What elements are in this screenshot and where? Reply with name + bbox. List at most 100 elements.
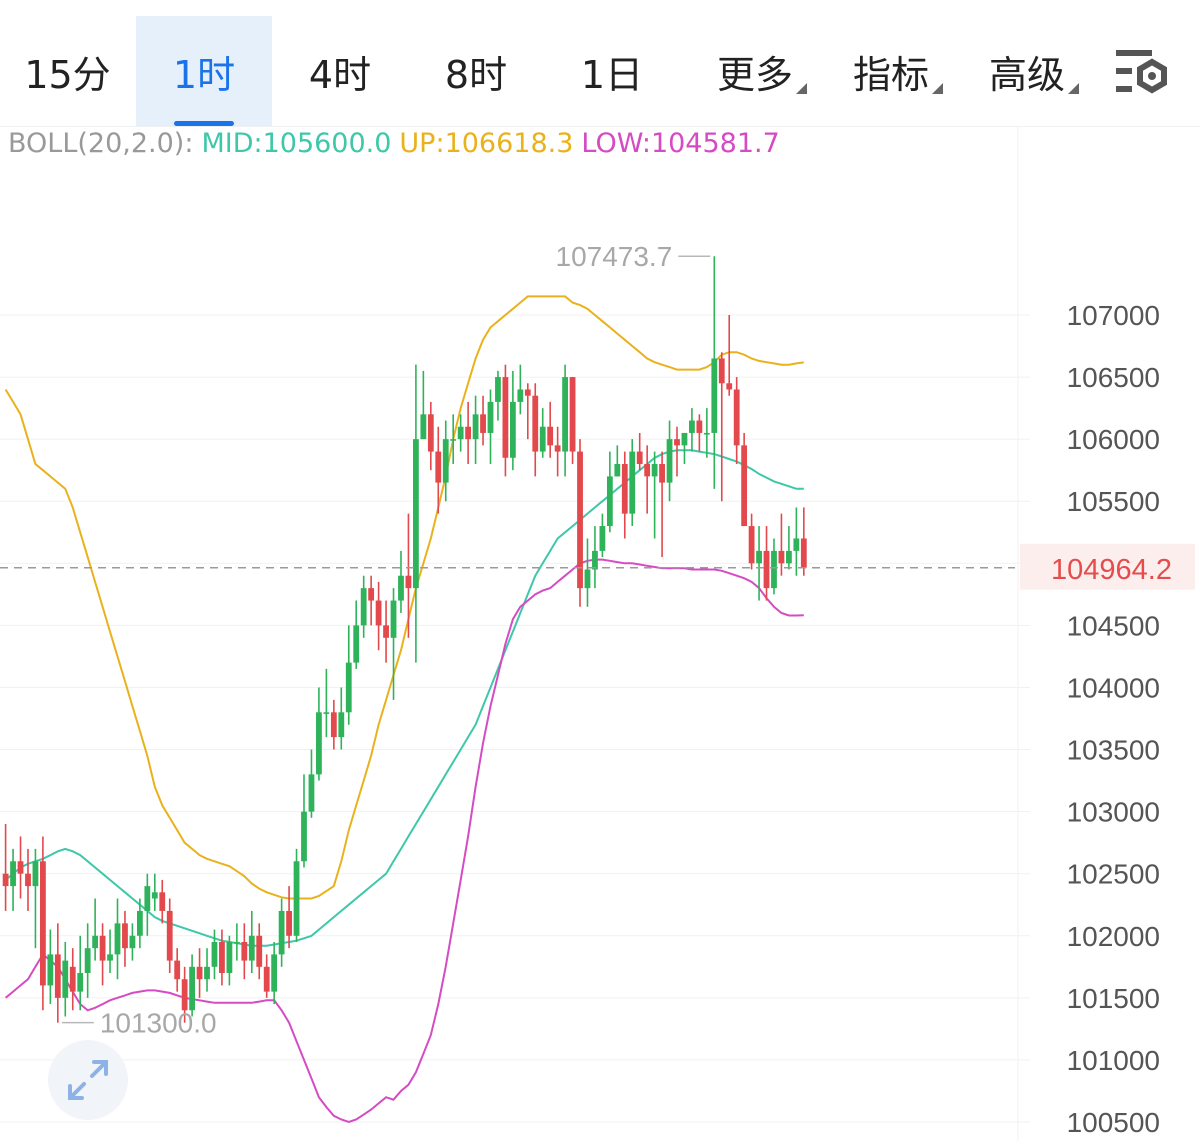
boll-mid-value: MID:105600.0 — [201, 128, 392, 159]
candle-body — [338, 712, 345, 738]
candle-body — [778, 550, 785, 564]
candle-body — [219, 941, 225, 974]
candle-body — [40, 861, 46, 986]
candle-body — [263, 966, 270, 992]
y-tick-label: 104000 — [1067, 672, 1160, 703]
boll-legend: BOLL(20,2.0): MID:105600.0 UP:106618.3 LOW:… — [8, 128, 788, 159]
candle-body — [569, 377, 576, 452]
candle-body — [301, 811, 307, 862]
tab-label: 8时 — [444, 52, 508, 97]
candle-body — [189, 966, 195, 1011]
tab-1day[interactable]: 1日 — [544, 16, 680, 126]
expand-chart-button[interactable] — [48, 1040, 128, 1120]
candle-body — [69, 966, 76, 992]
candle-body — [532, 395, 539, 452]
boll-lower-line — [4, 558, 804, 1124]
candle-body — [17, 861, 24, 874]
tab-label: 4时 — [308, 52, 372, 97]
candle-body — [644, 463, 651, 477]
y-tick-label: 102500 — [1067, 859, 1160, 890]
tab-15min[interactable]: 15分 — [0, 16, 135, 126]
candle-body — [539, 426, 546, 452]
candle-body — [636, 451, 643, 464]
candle-body — [32, 861, 39, 887]
low-marker-label: 101300.0 — [100, 1008, 217, 1039]
candle-body — [256, 935, 263, 967]
candle-body — [136, 910, 143, 936]
y-tick-label: 101000 — [1067, 1045, 1160, 1076]
candle-body — [524, 389, 531, 396]
candle-body — [25, 873, 31, 887]
tab-1hour[interactable]: 1时 — [136, 16, 272, 126]
high-marker-label: 107473.7 — [556, 241, 673, 272]
candle-body — [651, 463, 658, 477]
candle-body — [233, 941, 240, 944]
candle-body — [786, 550, 792, 564]
candle-body — [800, 538, 807, 568]
candle-body — [248, 935, 255, 961]
candle-body — [129, 935, 136, 949]
y-tick-label: 106000 — [1067, 424, 1160, 455]
tab-label: 1日 — [580, 52, 644, 97]
dropdown-caret-icon — [796, 83, 807, 94]
expand-icon — [68, 1060, 108, 1100]
candle-body — [353, 625, 360, 663]
y-tick-label: 104500 — [1067, 610, 1160, 641]
candle-body — [696, 420, 703, 433]
candle-body — [144, 886, 151, 911]
y-tick-label: 106500 — [1067, 362, 1160, 393]
y-tick-label: 103000 — [1067, 797, 1160, 828]
tab-indicators[interactable]: 指标 — [826, 16, 956, 126]
candle-body — [47, 954, 54, 986]
candle-body — [442, 439, 449, 483]
candle-body — [726, 383, 733, 390]
y-tick-label: 107000 — [1067, 300, 1160, 331]
candle-body — [763, 550, 770, 589]
candle-body — [733, 389, 740, 446]
candle-body — [405, 575, 412, 589]
candle-body — [659, 463, 665, 483]
candle-body — [62, 960, 69, 998]
tab-advanced[interactable]: 高级 — [962, 16, 1092, 126]
candle-body — [592, 550, 598, 570]
candlestick-chart[interactable]: 100500 101000 101500 102000 102500 103000 1035… — [0, 126, 1200, 1141]
candle-body — [562, 377, 568, 452]
candle-body — [435, 451, 442, 483]
boll-low-value: LOW:104581.7 — [581, 128, 780, 159]
candle-body — [271, 954, 278, 992]
candle-body — [10, 861, 16, 887]
candle-body — [480, 414, 486, 433]
y-tick-label: 101500 — [1067, 983, 1160, 1014]
candle-body — [681, 432, 688, 446]
active-tab-indicator — [174, 121, 234, 126]
candle-body — [509, 401, 516, 458]
y-tick-label: 102000 — [1067, 921, 1160, 952]
tab-8hour[interactable]: 8时 — [408, 16, 544, 126]
candle-body — [614, 463, 621, 477]
candle-body — [330, 712, 337, 738]
candle-body — [711, 358, 718, 433]
candle-body — [99, 935, 106, 961]
candle-body — [420, 414, 427, 440]
dropdown-caret-icon — [1068, 83, 1079, 94]
chart-settings-icon — [1116, 50, 1167, 94]
y-tick-label: 105500 — [1067, 486, 1160, 517]
tab-more[interactable]: 更多 — [690, 16, 820, 126]
candle-body — [793, 538, 800, 551]
tab-label: 15分 — [24, 52, 111, 97]
boll-name: BOLL(20,2.0): — [8, 128, 194, 159]
candle-body — [629, 451, 636, 514]
candle-body — [413, 439, 419, 589]
boll-mid-line — [4, 449, 804, 947]
candle-body — [517, 389, 524, 402]
candle-body — [92, 935, 99, 949]
tab-4hour[interactable]: 4时 — [272, 16, 408, 126]
candle-body — [323, 712, 330, 714]
candle-body — [487, 401, 494, 433]
tab-label: 高级 — [988, 52, 1065, 97]
candle-body — [375, 600, 382, 626]
candle-body — [450, 439, 457, 441]
candle-body — [122, 923, 128, 949]
candle-body — [748, 526, 755, 564]
chart-settings-button[interactable] — [1108, 40, 1172, 104]
